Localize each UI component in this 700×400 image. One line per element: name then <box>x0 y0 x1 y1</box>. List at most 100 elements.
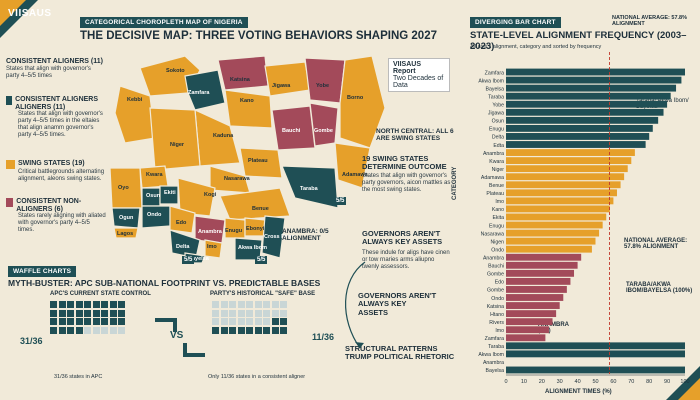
annotation-governors-2: GOVERNORS AREN'T ALWAYS KEY ASSETS <box>358 291 437 317</box>
bar-osun <box>506 116 659 124</box>
curved-arrow <box>344 261 366 349</box>
x-tick-label: 100 <box>680 379 689 385</box>
waffle-cell-filled <box>101 301 108 308</box>
state-imo[interactable] <box>204 239 223 259</box>
state-bauchi[interactable] <box>271 105 316 151</box>
bar-label: Enugu <box>489 223 504 229</box>
badge-5-of-5: 5/5 <box>182 256 195 264</box>
state-plateau[interactable] <box>239 147 283 179</box>
waffle-cell-filled <box>50 318 57 325</box>
x-tick-label: 60 <box>610 379 616 385</box>
waffle-cell-filled <box>58 318 66 325</box>
waffle-cell-filled <box>84 301 91 308</box>
bar-ekita <box>506 213 607 221</box>
state-enugu[interactable] <box>224 217 246 239</box>
state-label: Adamawa <box>342 172 368 178</box>
waffle-cell-filled <box>212 318 219 325</box>
state-kebbi[interactable] <box>114 85 156 144</box>
waffle-cell-filled <box>109 318 117 325</box>
waffle-cell-empty <box>84 326 91 334</box>
chart-subtitle: All axis's alignment, category and sorte… <box>470 44 602 50</box>
state-cross-river[interactable] <box>261 215 286 259</box>
waffle-cell-filled <box>109 301 117 308</box>
waffle-cell-empty <box>212 326 219 334</box>
waffle-cell-filled <box>246 301 253 308</box>
legend-swatch <box>6 160 15 169</box>
state-zamfara[interactable] <box>184 69 226 111</box>
state-taraba[interactable] <box>281 165 339 209</box>
bar-label: Nasarawa <box>481 231 504 237</box>
waffle-cell-filled <box>246 318 253 325</box>
annotation-swing-text: States that align with governor's party … <box>362 173 451 193</box>
bar-imo <box>506 197 614 205</box>
bar-gombe <box>506 269 575 277</box>
waffle-cell-filled <box>212 301 219 308</box>
bar-kwara <box>506 157 632 165</box>
bar-label: Zamfara <box>485 70 504 76</box>
state-kogi[interactable] <box>177 177 216 217</box>
waffle-left-caption: 31/36 states in APC <box>54 374 103 380</box>
bar-plateau <box>506 189 617 197</box>
state-yobe[interactable] <box>304 57 346 104</box>
bar-label: Nigen <box>490 239 504 245</box>
legend-item-aligners: CONSISTENT ALIGNERS ALIGNERS (11) States… <box>6 96 106 139</box>
waffle-cell-filled <box>50 309 57 317</box>
vs-label: VS <box>170 330 184 341</box>
waffle-cell-filled <box>75 301 83 308</box>
y-axis-label: CATEGORY <box>452 166 458 200</box>
state-lagos[interactable] <box>113 227 139 239</box>
legend-swatch <box>6 96 13 105</box>
waffle-cell-filled <box>67 309 74 317</box>
bar-htano <box>506 310 557 318</box>
chart-tag: DIVERGING BAR CHART <box>470 17 561 28</box>
waffle-cell-filled <box>75 326 83 334</box>
waffle-right-grid <box>212 301 287 334</box>
waffle-cell-filled <box>75 318 83 325</box>
x-tick-label: 20 <box>539 379 545 385</box>
state-niger[interactable] <box>149 107 201 171</box>
bar-imo <box>506 326 549 334</box>
state-jigawa[interactable] <box>264 61 311 97</box>
state-kano[interactable] <box>224 89 273 129</box>
state-label: Kebbi <box>127 97 143 103</box>
bar-nigen <box>506 237 596 245</box>
waffle-cell-filled <box>50 326 57 334</box>
waffle-left-label: APC'S CURRENT STATE CONTROL <box>50 291 151 297</box>
state-label: Borno <box>347 95 364 101</box>
waffle-cell-filled <box>118 318 125 325</box>
waffle-cell-filled <box>67 318 74 325</box>
bar-gombe <box>506 286 567 293</box>
bar-label: Edta <box>493 143 504 149</box>
bar-niger <box>506 165 628 173</box>
state-katsina[interactable] <box>217 55 269 91</box>
bar-label: Akwa Ibom <box>478 352 504 358</box>
annotation-governors-text: These indule for aligs have cinen or tow… <box>362 250 450 270</box>
bar-label: Enugu <box>489 127 504 133</box>
waffle-cell-filled <box>254 318 262 325</box>
bar-chart: Zamfara Akwa Ibom Bayelsa Taraba Yobe Jigawa O… <box>460 52 695 392</box>
bar-label: Akwa Ibom <box>478 78 504 84</box>
state-label: Kwara <box>146 172 163 178</box>
state-label: Kogi <box>204 192 217 198</box>
corner-decoration-accent <box>678 378 700 400</box>
state-gombe[interactable] <box>309 102 339 147</box>
waffle-cell-filled <box>58 326 66 334</box>
waffle-cell-empty <box>92 326 100 334</box>
bar-rivers <box>506 318 553 326</box>
report-box: VIISAUS Report Two Decades of Data <box>388 58 450 92</box>
state-benue[interactable] <box>219 187 291 221</box>
state-label: Nasarawa <box>224 176 250 182</box>
waffle-cell-filled <box>84 318 91 325</box>
state-label: Enugu <box>225 228 243 234</box>
state-ekiti[interactable] <box>159 185 179 205</box>
state-label: Ebonyi <box>246 226 265 232</box>
state-label: Taraba <box>300 186 318 192</box>
waffle-left-count: 31/36 <box>20 336 43 346</box>
x-tick-label: 0 <box>504 379 507 385</box>
state-edo[interactable] <box>169 205 196 234</box>
state-label: Osun <box>146 193 161 199</box>
corner-decoration-accent <box>0 0 26 26</box>
state-adamawa[interactable] <box>334 142 371 189</box>
state-label: Cross River <box>264 234 295 240</box>
waffle-cell-filled <box>254 309 262 317</box>
